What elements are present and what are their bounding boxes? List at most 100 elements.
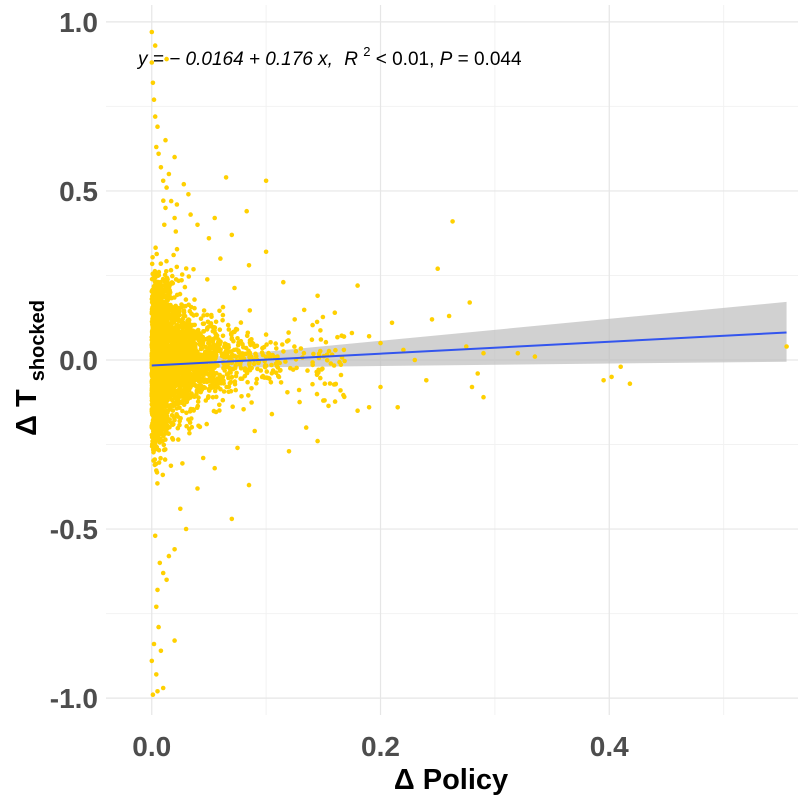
data-point <box>180 461 185 466</box>
data-point <box>189 424 195 430</box>
data-point <box>450 219 455 224</box>
y-tick-label: 0.0 <box>59 345 98 376</box>
equation-p-part: P <box>440 49 453 70</box>
data-point <box>181 308 187 314</box>
data-point <box>173 229 179 234</box>
data-point <box>220 375 225 381</box>
data-point <box>162 311 168 316</box>
data-point <box>168 463 174 469</box>
data-point <box>151 271 157 276</box>
data-point <box>189 311 194 317</box>
data-point <box>243 351 249 357</box>
data-point <box>246 263 252 268</box>
data-point <box>318 337 324 342</box>
data-point <box>335 334 340 340</box>
data-point <box>232 285 237 291</box>
data-point <box>160 283 165 288</box>
data-point <box>209 346 215 351</box>
data-point <box>244 370 250 376</box>
fit-line-layer <box>151 331 787 367</box>
data-point <box>249 337 254 342</box>
data-point <box>286 449 292 454</box>
data-point <box>201 329 207 334</box>
data-point <box>187 430 192 436</box>
data-point <box>178 416 183 421</box>
data-point <box>263 332 269 337</box>
data-point <box>220 397 226 403</box>
data-point <box>185 393 190 399</box>
data-point <box>180 316 185 322</box>
confidence-band-layer <box>151 301 787 369</box>
y-axis-title: Δ T shocked <box>11 300 49 436</box>
data-point <box>338 372 344 378</box>
data-point <box>267 376 272 381</box>
data-point <box>278 380 284 385</box>
data-point <box>197 358 203 364</box>
data-point <box>171 252 176 258</box>
data-point <box>217 402 222 408</box>
svg-text:Δ T shocked: Δ T shocked <box>11 300 49 436</box>
data-point <box>618 364 623 370</box>
data-point <box>179 400 185 406</box>
data-point <box>217 308 222 314</box>
data-point <box>182 391 187 396</box>
y-axis-title-main: Δ T <box>11 389 43 436</box>
data-point <box>160 570 166 576</box>
data-point <box>190 365 195 370</box>
data-point <box>241 407 246 412</box>
data-point <box>195 399 201 404</box>
data-point <box>151 97 157 102</box>
data-point <box>179 375 184 381</box>
data-point <box>166 431 171 437</box>
y-axis-title-sub: shocked <box>27 300 49 381</box>
data-point <box>157 417 163 423</box>
data-point <box>224 372 230 377</box>
data-point <box>207 353 212 359</box>
data-point <box>170 380 176 386</box>
data-point <box>162 409 167 414</box>
data-point <box>378 340 383 346</box>
data-point <box>481 394 486 400</box>
data-point <box>174 406 180 411</box>
data-point <box>182 346 188 352</box>
data-point <box>151 431 157 437</box>
data-point <box>166 381 172 387</box>
data-point <box>230 404 235 410</box>
data-point <box>220 304 226 310</box>
data-point <box>481 350 486 356</box>
data-point <box>154 604 159 610</box>
data-point <box>194 335 199 341</box>
data-point <box>156 332 161 338</box>
data-point <box>309 337 315 343</box>
data-point <box>263 354 269 360</box>
data-point <box>166 171 172 177</box>
data-point <box>198 316 204 322</box>
data-point <box>209 385 214 391</box>
data-point <box>180 321 185 327</box>
data-point <box>277 368 283 373</box>
data-point <box>281 349 286 354</box>
data-point <box>210 395 216 400</box>
data-point <box>239 394 244 399</box>
data-point <box>157 297 163 303</box>
data-point <box>170 273 175 279</box>
data-point <box>156 382 161 388</box>
data-point <box>150 347 155 353</box>
data-point <box>158 304 164 310</box>
data-point <box>186 192 191 197</box>
data-point <box>201 308 207 313</box>
data-point <box>236 340 241 345</box>
data-point <box>152 379 158 385</box>
data-point <box>196 395 201 400</box>
data-point <box>149 60 155 65</box>
data-point <box>321 398 326 403</box>
data-point <box>172 215 177 221</box>
data-point <box>163 205 168 211</box>
data-point <box>210 378 215 384</box>
data-point <box>206 372 211 377</box>
data-point <box>249 365 254 371</box>
data-point <box>207 350 213 355</box>
data-point <box>235 336 240 341</box>
data-point <box>159 289 165 294</box>
data-point <box>229 374 235 380</box>
